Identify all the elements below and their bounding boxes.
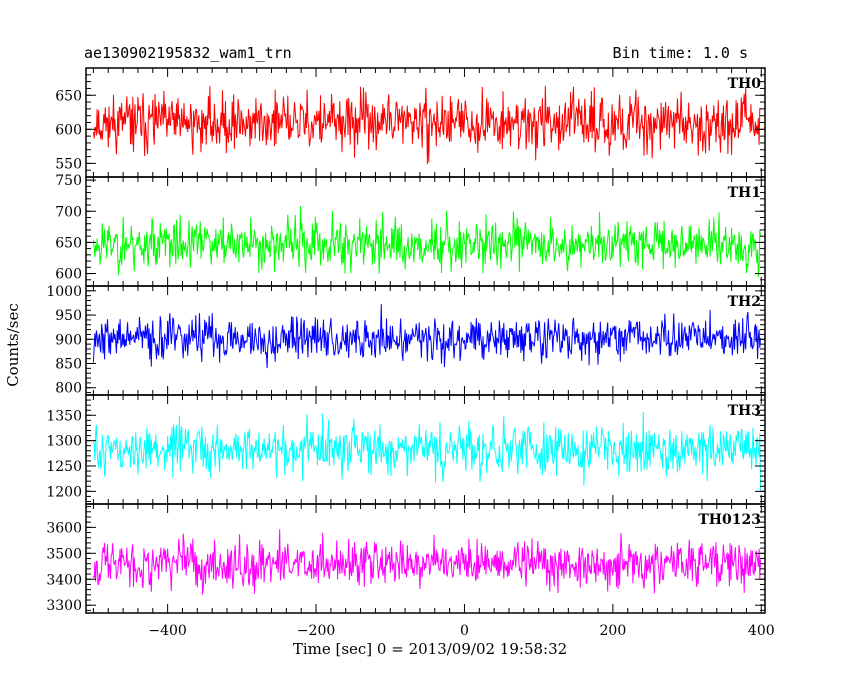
panel-label-th3: TH3 xyxy=(728,403,761,419)
y-tick-label: 1300 xyxy=(46,434,82,450)
y-tick-label: 700 xyxy=(55,204,82,220)
x-tick-label: 0 xyxy=(460,623,469,639)
y-tick-label: 850 xyxy=(55,357,82,373)
series-th3 xyxy=(93,412,760,490)
panel-label-th1: TH1 xyxy=(728,185,761,201)
y-axis-label: Counts/sec xyxy=(4,303,22,387)
series-th0 xyxy=(93,86,760,164)
y-tick-label: 800 xyxy=(55,381,82,397)
y-tick-label: 3600 xyxy=(46,520,82,536)
y-tick-label: 1200 xyxy=(46,484,82,500)
panel-frame xyxy=(86,177,765,286)
panel-label-th0: TH0 xyxy=(728,76,762,92)
series-th1 xyxy=(93,206,760,277)
y-tick-label: 3400 xyxy=(46,572,82,588)
y-tick-label: 3300 xyxy=(46,598,82,614)
x-tick-label: 200 xyxy=(600,623,627,639)
x-axis-label: Time [sec] 0 = 2013/09/02 19:58:32 xyxy=(293,640,567,658)
x-tick-label: −200 xyxy=(297,623,335,639)
y-tick-label: 600 xyxy=(55,267,82,283)
series-th2 xyxy=(93,304,760,368)
series-th0123 xyxy=(93,529,760,594)
y-tick-label: 1350 xyxy=(46,408,82,424)
y-tick-label: 900 xyxy=(55,332,82,348)
y-tick-label: 550 xyxy=(55,156,82,172)
y-tick-label: 600 xyxy=(55,122,82,138)
y-tick-label: 950 xyxy=(55,308,82,324)
y-tick-label: 1000 xyxy=(46,284,82,300)
y-tick-label: 1250 xyxy=(46,459,82,475)
y-tick-label: 650 xyxy=(55,235,82,251)
x-tick-label: −400 xyxy=(148,623,186,639)
x-tick-label: 400 xyxy=(748,623,775,639)
panel-label-th2: TH2 xyxy=(728,294,761,310)
y-tick-label: 650 xyxy=(55,88,82,104)
panel-frame xyxy=(86,286,765,395)
panel-label-th0123: TH0123 xyxy=(698,512,761,528)
y-tick-label: 3500 xyxy=(46,546,82,562)
y-tick-label: 750 xyxy=(55,173,82,189)
